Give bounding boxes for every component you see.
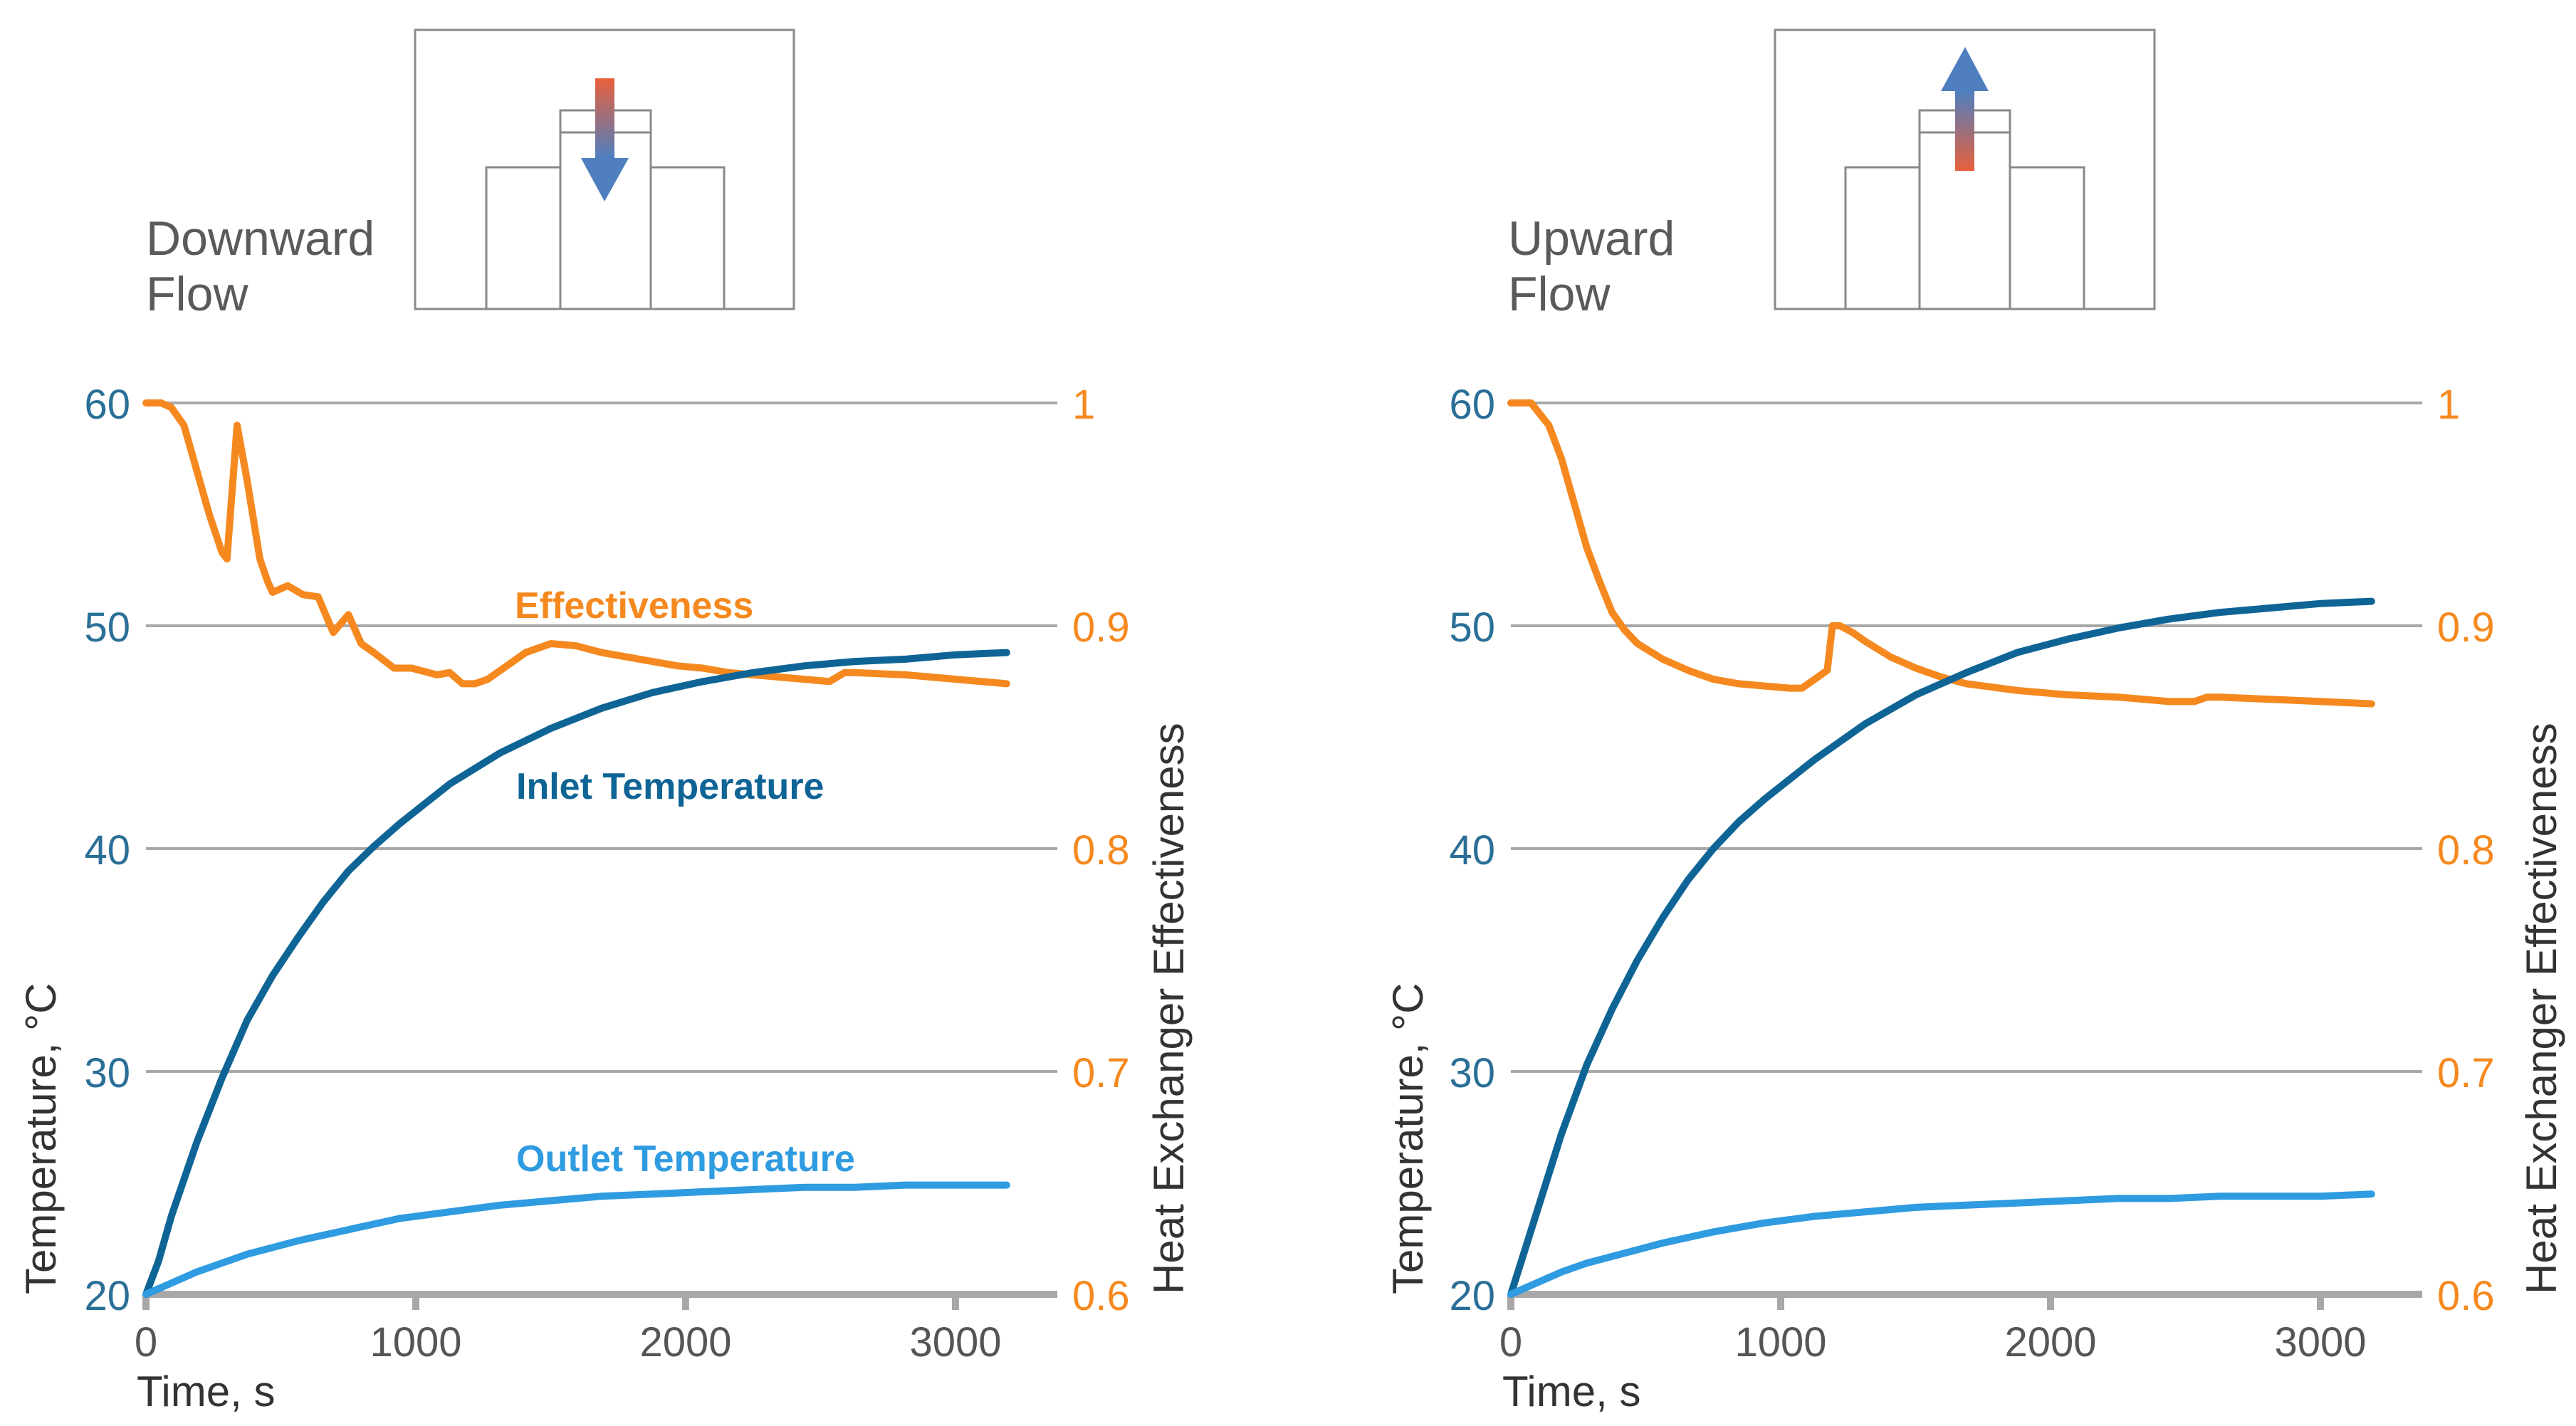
diagram-block-right <box>649 166 726 310</box>
plot-area: 20 30 40 50 60 0.6 0.7 0.8 0.9 1 0 1000 … <box>1449 382 2494 1365</box>
diagram-block-left <box>1844 166 1921 310</box>
y-tick-label: 30 <box>1449 1050 1495 1096</box>
line-inlet-temperature <box>1507 597 2375 1298</box>
y-axis-title: Temperature, °C <box>1384 983 1432 1295</box>
series-lines <box>1507 399 2375 1298</box>
x-tick-label: 2000 <box>639 1319 731 1365</box>
x-axis <box>1507 1291 2422 1310</box>
y-tick-label: 20 <box>1449 1273 1495 1319</box>
y-tick-label: 40 <box>1449 827 1495 874</box>
arrow-down-icon <box>581 78 629 201</box>
y-tick-label: 20 <box>84 1273 130 1319</box>
x-axis-ticks: 0 1000 2000 3000 <box>1499 1319 2367 1365</box>
x-tick-label: 3000 <box>2274 1319 2366 1365</box>
y-axis-title: Temperature, °C <box>17 983 65 1295</box>
y-tick-label: 60 <box>1449 382 1495 428</box>
y2-tick-label: 0.8 <box>2437 827 2495 874</box>
line-outlet-temperature <box>1507 1190 2375 1298</box>
x-tick-label: 3000 <box>909 1319 1001 1365</box>
diagram-block-left <box>485 166 562 310</box>
line-outlet-temperature <box>142 1181 1010 1298</box>
y2-tick-label: 0.9 <box>2437 604 2495 651</box>
arrow-up-icon <box>1941 47 1989 171</box>
series-lines <box>142 399 1010 1298</box>
panel-downward-flow: Downward Flow <box>17 28 1193 1415</box>
x-tick-label: 0 <box>135 1319 157 1365</box>
label-effectiveness: Effectiveness <box>515 585 753 627</box>
y2-tick-label: 0.6 <box>2437 1273 2495 1319</box>
y2-tick-label: 1 <box>1072 382 1095 428</box>
y-axis-left-ticks: 20 30 40 50 60 <box>1449 382 1495 1319</box>
y-tick-label: 30 <box>84 1050 130 1096</box>
gridlines <box>1511 402 2422 1296</box>
y-axis-right-ticks: 0.6 0.7 0.8 0.9 1 <box>1072 382 1130 1319</box>
y2-tick-label: 0.6 <box>1072 1273 1130 1319</box>
x-tick-label: 0 <box>1499 1319 1522 1365</box>
y2-axis-title: Heat Exchanger Effectiveness <box>1145 723 1193 1294</box>
x-axis-title: Time, s <box>137 1368 275 1415</box>
flow-label-line-1: Downward <box>146 211 375 266</box>
y-tick-label: 40 <box>84 827 130 874</box>
diagram-block-right <box>2009 166 2085 310</box>
x-axis <box>142 1291 1057 1310</box>
y2-tick-label: 0.8 <box>1072 827 1130 874</box>
y-axis-left-ticks: 20 30 40 50 60 <box>84 382 130 1319</box>
flow-label-line-2: Flow <box>146 267 248 321</box>
y2-tick-label: 0.7 <box>1072 1050 1130 1096</box>
y-tick-label: 50 <box>84 604 130 651</box>
x-tick-label: 1000 <box>1734 1319 1826 1365</box>
y2-tick-label: 0.7 <box>2437 1050 2495 1096</box>
y2-tick-label: 1 <box>2437 382 2460 428</box>
flow-label-line-1: Upward <box>1508 211 1675 266</box>
y-tick-label: 50 <box>1449 604 1495 651</box>
label-inlet-temperature: Inlet Temperature <box>516 766 824 807</box>
line-effectiveness <box>1507 399 2375 708</box>
line-effectiveness <box>142 399 1010 688</box>
y2-tick-label: 0.9 <box>1072 604 1130 651</box>
plot-area: 20 30 40 50 60 0.6 0.7 0.8 0.9 1 0 1000 … <box>84 382 1129 1365</box>
x-tick-label: 1000 <box>370 1319 461 1365</box>
x-tick-label: 2000 <box>2004 1319 2096 1365</box>
y-axis-right-ticks: 0.6 0.7 0.8 0.9 1 <box>2437 382 2495 1319</box>
x-axis-title: Time, s <box>1502 1368 1640 1415</box>
flow-label-line-2: Flow <box>1508 267 1611 321</box>
panel-upward-flow: Upward Flow <box>1384 28 2565 1415</box>
y-tick-label: 60 <box>84 382 130 428</box>
y2-axis-title: Heat Exchanger Effectiveness <box>2518 723 2565 1294</box>
x-axis-ticks: 0 1000 2000 3000 <box>135 1319 1002 1365</box>
label-outlet-temperature: Outlet Temperature <box>516 1138 855 1180</box>
line-inlet-temperature <box>142 649 1010 1298</box>
